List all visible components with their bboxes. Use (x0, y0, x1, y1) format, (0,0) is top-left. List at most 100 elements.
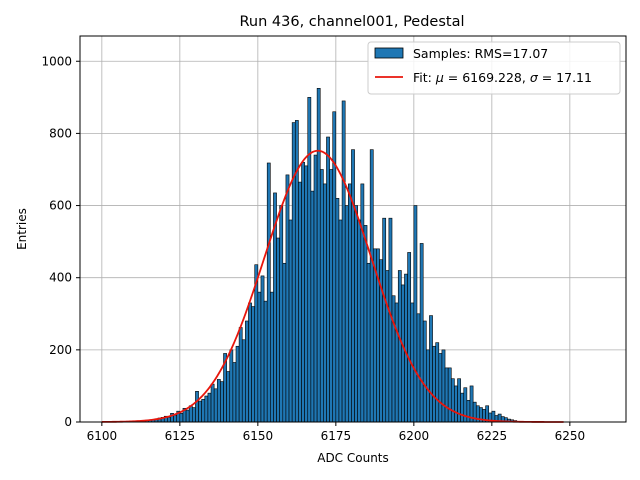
histogram-bar (450, 378, 455, 423)
legend: Samples: RMS=17.07 Fit: μ = 6169.228, σ … (367, 41, 621, 95)
histogram-bar (232, 362, 237, 423)
histogram-bar (285, 174, 290, 423)
histogram-bar (313, 154, 318, 423)
histogram-bar (344, 205, 349, 423)
histogram-bar (167, 417, 171, 423)
histogram-bar (235, 345, 240, 423)
legend-fit-label: Fit: μ = 6169.228, σ = 17.11 (413, 70, 592, 85)
histogram-bar (301, 161, 305, 423)
fit-curve (101, 149, 564, 423)
histogram-bar (385, 270, 390, 423)
histogram-bar (444, 367, 449, 423)
histogram-bar (388, 217, 393, 423)
histogram-bar (454, 385, 458, 423)
x-tick-label: 6125 (165, 429, 196, 443)
x-tick-label: 6200 (399, 429, 430, 443)
histogram-bar (229, 349, 234, 423)
histogram-bar (198, 400, 202, 423)
histogram-bar (291, 122, 296, 423)
histogram-bar (307, 97, 312, 423)
x-axis-ticks: 6100 6125 6150 6175 6200 6225 6250 (87, 422, 586, 443)
y-tick-label: 800 (49, 126, 72, 140)
histogram-bar (216, 379, 221, 423)
histogram-bar (241, 339, 246, 423)
histogram-bar (260, 275, 265, 423)
histogram-bar (248, 302, 252, 423)
histogram-bar (185, 409, 190, 423)
plot-frame (79, 35, 627, 423)
chart-title: Run 436, channel001, Pedestal (239, 14, 464, 30)
histogram-bar (460, 392, 465, 423)
histogram-bar (226, 371, 231, 423)
histogram-bar (441, 349, 446, 423)
legend-samples-label: Samples: RMS=17.07 (413, 46, 548, 61)
histogram-bar (397, 270, 402, 423)
histogram-bar (298, 181, 302, 423)
histogram-bar (310, 190, 315, 423)
histogram-bar (326, 136, 330, 423)
histogram-bar (401, 284, 405, 423)
histogram-bar (407, 252, 412, 423)
histogram-bar (207, 392, 212, 423)
legend-box (367, 41, 621, 95)
histogram-bar (195, 391, 199, 423)
histogram-bar (404, 273, 408, 423)
histogram-bar (270, 291, 274, 423)
histogram-bar (432, 345, 436, 423)
histogram-bar (279, 205, 284, 423)
histogram-bar (419, 243, 424, 423)
histogram-bar (201, 398, 206, 423)
histogram-bar (179, 413, 184, 423)
histogram-bar (192, 407, 196, 423)
histogram-bar (429, 315, 433, 423)
y-tick-label: 600 (49, 199, 72, 213)
histogram-bar (366, 262, 371, 423)
histogram-bar (413, 205, 418, 423)
histogram-bar (354, 205, 358, 423)
histogram-bar (288, 219, 293, 423)
histogram-bar (351, 149, 355, 423)
histogram-bar (369, 149, 374, 423)
histogram-bar (316, 88, 321, 423)
histogram-bar (213, 388, 218, 423)
histogram-bar (391, 295, 396, 423)
x-axis-label: ADC Counts (317, 451, 389, 465)
histogram-bars (132, 88, 524, 423)
histogram-bar (335, 198, 340, 423)
histogram-bar (357, 219, 362, 423)
histogram-bar (238, 327, 243, 423)
histogram-bar (220, 381, 224, 423)
histogram-bar (266, 162, 271, 423)
histogram-bar (416, 313, 421, 423)
y-axis-label: Entries (15, 208, 29, 250)
y-tick-label: 1000 (41, 54, 72, 68)
x-tick-label: 6250 (555, 429, 586, 443)
x-tick-label: 6100 (87, 429, 118, 443)
legend-samples-swatch (374, 47, 404, 59)
histogram-bar (457, 378, 461, 423)
histogram-bar (304, 165, 309, 423)
histogram-bar (332, 111, 337, 423)
histogram-bar (438, 353, 443, 423)
y-tick-label: 200 (49, 343, 72, 357)
histogram-bar (426, 349, 430, 423)
histogram-bar (323, 183, 327, 423)
y-tick-label: 0 (64, 415, 72, 429)
histogram-bar (329, 169, 334, 423)
histogram-bar (422, 320, 427, 423)
histogram-bar (360, 183, 365, 423)
histogram-bar (435, 342, 440, 423)
histogram-bar (282, 262, 287, 423)
histogram-bar (257, 291, 262, 423)
histogram-bar (173, 414, 178, 423)
histogram-bar (210, 383, 215, 423)
y-tick-label: 400 (49, 271, 72, 285)
histogram-bar (294, 120, 299, 423)
histogram-bar (341, 100, 346, 423)
histogram-bar (251, 306, 256, 423)
histogram-bar (319, 169, 324, 423)
x-tick-label: 6175 (321, 429, 352, 443)
x-tick-label: 6225 (477, 429, 508, 443)
histogram-bar (382, 217, 387, 423)
